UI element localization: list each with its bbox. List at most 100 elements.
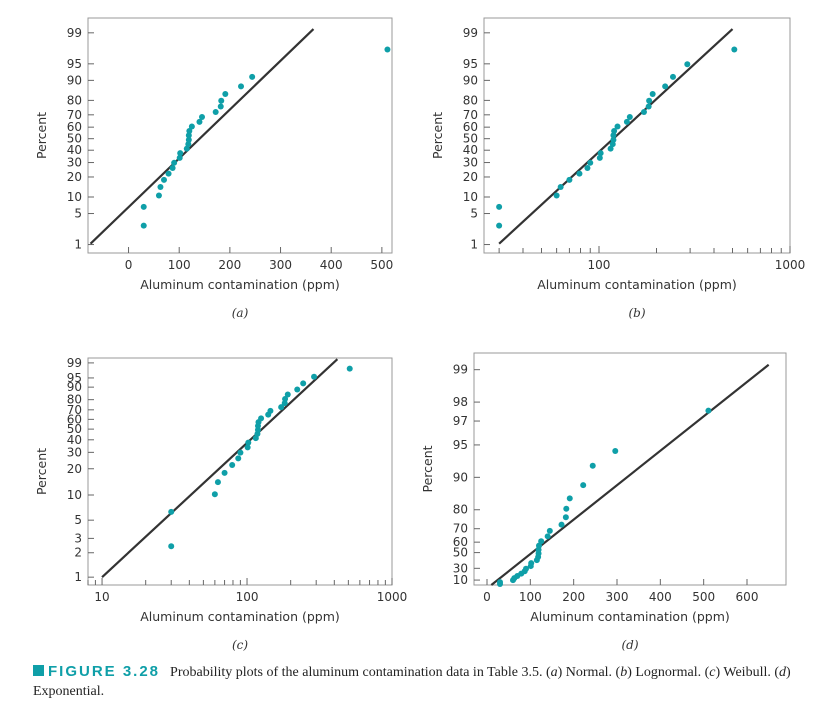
data-point xyxy=(587,159,594,166)
data-point xyxy=(566,176,573,183)
data-point xyxy=(161,176,167,183)
x-tick-label: 300 xyxy=(606,590,629,604)
panel-label: (d) xyxy=(621,638,638,652)
data-point xyxy=(496,222,503,229)
data-point xyxy=(212,109,219,116)
x-tick-label: 200 xyxy=(562,590,585,604)
x-tick-label: 100 xyxy=(519,590,542,604)
y-tick-label: 1 xyxy=(470,238,478,252)
caption-text-4: ) Weibull. ( xyxy=(715,665,780,680)
data-point xyxy=(580,482,587,489)
caption-ref-a: a xyxy=(550,665,558,680)
data-point xyxy=(607,145,614,152)
y-tick-label: 40 xyxy=(463,143,478,157)
y-tick-label: 60 xyxy=(453,535,468,549)
y-axis-label: Percent xyxy=(34,112,49,159)
data-point xyxy=(267,407,274,414)
data-point xyxy=(157,184,164,191)
data-point xyxy=(558,521,565,528)
data-point xyxy=(185,141,192,148)
data-point xyxy=(497,579,503,586)
data-point xyxy=(610,136,617,143)
data-point xyxy=(245,439,252,446)
panel-label: (b) xyxy=(628,306,645,320)
data-point xyxy=(177,150,184,157)
y-tick-label: 80 xyxy=(463,93,478,107)
data-point xyxy=(538,538,545,545)
y-tick-label: 99 xyxy=(67,356,82,370)
x-tick-label: 500 xyxy=(692,590,715,604)
data-point xyxy=(237,449,244,456)
data-point xyxy=(536,542,542,549)
y-tick-label: 97 xyxy=(453,414,468,428)
data-point xyxy=(646,97,653,104)
y-tick-label: 70 xyxy=(453,522,468,536)
y-tick-label: 20 xyxy=(67,170,82,184)
y-tick-label: 5 xyxy=(74,207,82,221)
y-tick-label: 10 xyxy=(453,573,468,587)
data-point xyxy=(221,469,228,476)
y-tick-label: 95 xyxy=(463,57,478,71)
data-point xyxy=(346,365,353,372)
x-tick-label: 0 xyxy=(483,590,491,604)
y-axis-label: Percent xyxy=(34,448,49,495)
data-point xyxy=(140,222,147,229)
data-point xyxy=(640,109,647,116)
data-point xyxy=(384,46,391,53)
y-axis-label: Percent xyxy=(430,112,445,159)
data-point xyxy=(544,533,551,540)
figure-caption: FIGURE 3.28 Probability plots of the alum… xyxy=(33,662,793,701)
data-point xyxy=(649,90,656,97)
y-tick-label: 40 xyxy=(67,433,82,447)
data-point xyxy=(284,391,291,398)
data-point xyxy=(176,154,183,161)
data-point xyxy=(584,164,591,171)
data-point xyxy=(496,203,503,210)
fit-line xyxy=(490,363,770,586)
y-tick-label: 98 xyxy=(453,395,468,409)
data-point xyxy=(626,114,633,121)
y-tick-label: 95 xyxy=(453,438,468,452)
y-tick-label: 1 xyxy=(74,238,82,252)
y-tick-label: 95 xyxy=(67,371,82,385)
y-tick-label: 20 xyxy=(463,170,478,184)
x-axis-label: Aluminum contamination (ppm) xyxy=(530,609,730,624)
plot-frame xyxy=(483,17,791,254)
y-tick-label: 99 xyxy=(463,26,478,40)
y-tick-label: 50 xyxy=(67,422,82,436)
y-tick-label: 5 xyxy=(470,207,478,221)
y-tick-label: 80 xyxy=(67,93,82,107)
data-point xyxy=(566,495,573,502)
data-point xyxy=(168,543,175,550)
y-tick-label: 10 xyxy=(67,190,82,204)
data-point xyxy=(168,508,175,515)
x-tick-label: 0 xyxy=(125,258,133,272)
y-tick-label: 70 xyxy=(463,108,478,122)
data-point xyxy=(217,103,224,110)
x-tick-label: 500 xyxy=(370,258,393,272)
caption-square-icon xyxy=(33,665,44,676)
data-point xyxy=(528,560,535,567)
plot-frame xyxy=(473,352,787,586)
y-tick-label: 10 xyxy=(463,190,478,204)
y-tick-label: 80 xyxy=(453,503,468,517)
data-point xyxy=(576,170,583,177)
data-point xyxy=(258,415,265,422)
data-point xyxy=(238,83,245,90)
data-point xyxy=(311,373,318,380)
data-point xyxy=(614,123,621,130)
caption-text-5: ) Exponential. xyxy=(33,665,791,699)
y-tick-label: 99 xyxy=(453,363,468,377)
data-point xyxy=(731,46,738,53)
y-tick-label: 50 xyxy=(453,546,468,560)
data-point xyxy=(214,479,221,486)
data-point xyxy=(169,164,176,171)
caption-text-1: Probability plots of the aluminum contam… xyxy=(170,665,551,680)
y-tick-label: 1 xyxy=(74,570,82,584)
x-tick-label: 100 xyxy=(588,258,611,272)
data-point xyxy=(645,103,652,110)
x-tick-label: 1000 xyxy=(775,258,806,272)
y-tick-label: 70 xyxy=(67,108,82,122)
data-point xyxy=(165,170,172,177)
